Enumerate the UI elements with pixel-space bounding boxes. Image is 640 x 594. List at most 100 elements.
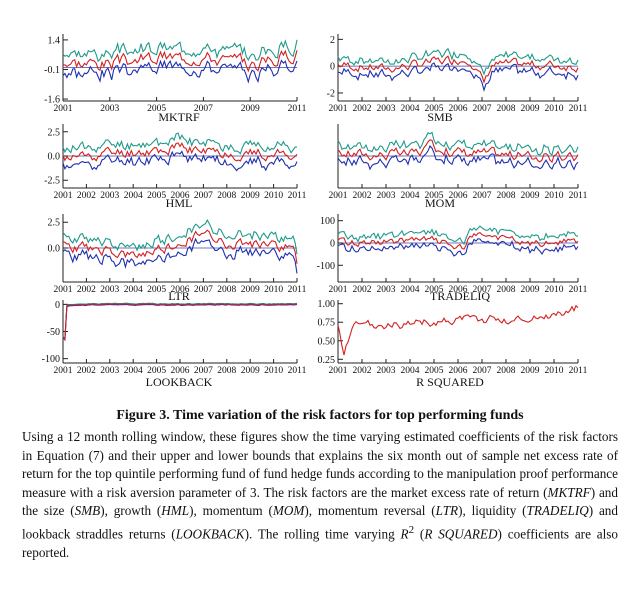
tradeliq-xtick-label: 2010: [545, 285, 564, 295]
hml-coefficient-line: [62, 142, 298, 162]
ltr-xtick-label: 2010: [264, 285, 283, 295]
ltr-xtick-label: 2011: [288, 285, 307, 295]
lookback-panel-title: LOOKBACK: [146, 375, 213, 389]
hml-xtick-label: 2011: [288, 191, 307, 201]
mom-xtick-label: 2008: [497, 191, 516, 201]
tradeliq-xtick-label: 2008: [497, 285, 516, 295]
smb-xtick-label: 2002: [353, 104, 372, 114]
lookback-upper-bound-line: [62, 302, 298, 340]
caption-em-lookback: LOOKBACK: [175, 526, 245, 542]
lookback-coefficient-line: [62, 303, 298, 341]
lookback-xtick-label: 2002: [77, 366, 96, 376]
rsquared-xtick-label: 2002: [353, 366, 372, 376]
caption-em-smb: SMB: [74, 503, 101, 519]
tradeliq-upper-bound-line: [337, 225, 579, 246]
hml-ytick-label: 2.5: [48, 127, 61, 138]
hml-xtick-label: 2007: [194, 191, 213, 201]
smb-xtick-label: 2011: [569, 104, 588, 114]
smb-ytick-label: 0: [330, 62, 335, 73]
caption-em-rsq: R SQUARED: [424, 526, 498, 542]
smb-xtick-label: 2005: [425, 104, 444, 114]
caption-text-3: ), growth (: [100, 503, 162, 519]
lookback-xtick-label: 2004: [124, 366, 143, 376]
mom-xtick-label: 2003: [377, 191, 396, 201]
caption-text-2: ) and the size (: [22, 484, 618, 519]
hml-xtick-label: 2001: [54, 191, 73, 201]
lookback-xtick-label: 2003: [100, 366, 119, 376]
mktrf-xtick-label: 2009: [241, 104, 260, 114]
hml-xtick-label: 2010: [264, 191, 283, 201]
lookback-ytick-label: -100: [42, 354, 60, 365]
hml-xtick-label: 2005: [147, 191, 166, 201]
caption-em-mom: MOM: [272, 503, 305, 519]
mom-xtick-label: 2002: [353, 191, 372, 201]
tradeliq-xtick-label: 2006: [449, 285, 468, 295]
smb-xtick-label: 2001: [329, 104, 348, 114]
mom-coefficient-line: [337, 139, 579, 163]
smb-coefficient-line: [337, 55, 579, 84]
tradeliq-xtick-label: 2007: [473, 285, 492, 295]
tradeliq-panel-title: TRADELIQ: [430, 289, 490, 303]
mktrf-xtick-label: 2007: [194, 104, 213, 114]
ltr-xtick-label: 2007: [194, 285, 213, 295]
tradeliq-ytick-label: 100: [320, 216, 335, 227]
hml-xtick-label: 2002: [77, 191, 96, 201]
mktrf-xtick-label: 2003: [100, 104, 119, 114]
tradeliq-coefficient-line: [337, 231, 579, 250]
mom-xtick-label: 2011: [569, 191, 588, 201]
hml-ytick-label: 0.0: [48, 152, 61, 163]
caption-em-tradeliq: TRADELIQ: [526, 503, 589, 519]
panel-smb: 2 0 -2 2001 2002 2003 2004 2005 2006 2007 2008 2009…: [327, 34, 588, 124]
hml-xtick-label: 2003: [100, 191, 119, 201]
panel-mom: 2001 2002 2003 2004 2005 2006 2007 2008 2009 2010…: [329, 124, 588, 210]
mom-xtick-label: 2004: [401, 191, 420, 201]
ltr-panel-title: LTR: [168, 289, 190, 303]
rsquared-ytick-label: 0.75: [318, 318, 336, 329]
caption-text-10: ) coefficients are also reported.: [22, 526, 618, 560]
mom-xtick-label: 2005: [425, 191, 444, 201]
smb-xtick-label: 2006: [449, 104, 468, 114]
rsquared-xtick-label: 2008: [497, 366, 516, 376]
mktrf-lower-bound-line: [62, 59, 298, 84]
smb-upper-bound-line: [337, 47, 579, 76]
rsquared-xtick-label: 2007: [473, 366, 492, 376]
caption-r-symbol: R: [400, 526, 409, 542]
lookback-xtick-label: 2006: [171, 366, 190, 376]
smb-xtick-label: 2003: [377, 104, 396, 114]
lookback-xtick-label: 2010: [264, 366, 283, 376]
tradeliq-xtick-label: 2011: [569, 285, 588, 295]
mktrf-upper-bound-line: [62, 39, 298, 63]
rsquared-xtick-label: 2006: [449, 366, 468, 376]
caption-text-6: ), liquidity (: [458, 503, 527, 519]
ltr-ytick-label: 2.5: [48, 218, 61, 229]
caption-text-9: (: [414, 526, 425, 542]
panel-ltr: 2.5 0.0 2001 2002 2003 2004 2005 2006 2007 2008 20…: [48, 214, 307, 303]
rsquared-panel-title: R SQUARED: [416, 375, 484, 389]
smb-ytick-label: 2: [330, 35, 335, 46]
mom-xtick-label: 2006: [449, 191, 468, 201]
rsquared-xtick-label: 2009: [521, 366, 540, 376]
smb-xtick-label: 2004: [401, 104, 420, 114]
rsquared-xtick-label: 2011: [569, 366, 588, 376]
ltr-xtick-label: 2008: [217, 285, 236, 295]
hml-xtick-label: 2004: [124, 191, 143, 201]
hml-ytick-label: -2.5: [44, 176, 60, 187]
rsquared-ytick-label: 0.50: [318, 336, 336, 347]
ltr-xtick-label: 2002: [77, 285, 96, 295]
caption-text-7: ) and lookback straddles returns (: [22, 503, 618, 542]
smb-ytick-label: -2: [327, 88, 335, 99]
rsquared-xtick-label: 2001: [329, 366, 348, 376]
mktrf-ytick-label: -1.6: [44, 95, 60, 106]
mktrf-xtick-label: 2005: [147, 104, 166, 114]
tradeliq-ytick-label: 0: [330, 238, 335, 249]
rsquared-coefficient-line: [337, 304, 579, 356]
mktrf-coefficient-line: [63, 49, 298, 73]
caption-text-8: ). The rolling time varying: [244, 526, 401, 542]
rsquared-ytick-label: 1.00: [318, 299, 336, 310]
tradeliq-xtick-label: 2003: [377, 285, 396, 295]
figure-title: Figure 3. Time variation of the risk fac…: [116, 408, 524, 423]
mom-xtick-label: 2009: [521, 191, 540, 201]
